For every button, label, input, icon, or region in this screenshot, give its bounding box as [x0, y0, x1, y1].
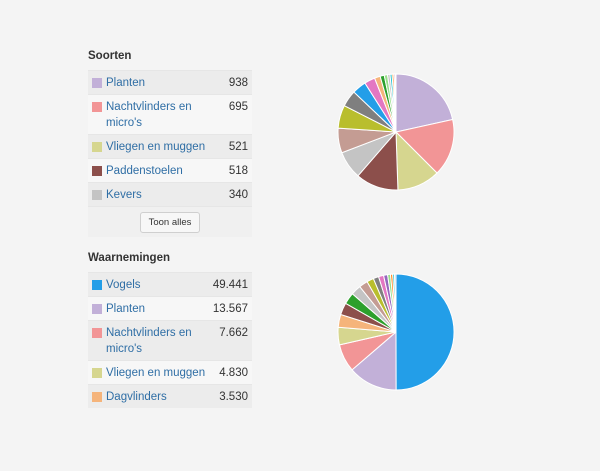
observations-title: Waarnemingen: [88, 252, 171, 264]
color-swatch: [92, 102, 102, 112]
row-count: 695: [228, 101, 248, 113]
observations-table: Vogels 49.441 Planten 13.567 Nachtvlinde…: [88, 272, 252, 408]
table-row[interactable]: Vliegen en muggen 521: [88, 134, 252, 158]
row-count: 938: [228, 77, 248, 89]
pie-slice[interactable]: [394, 273, 397, 333]
species-pie-chart: [337, 73, 455, 191]
row-count: 49.441: [212, 279, 248, 291]
row-count: 3.530: [219, 391, 248, 403]
pie-slice[interactable]: [395, 118, 455, 174]
row-count: 521: [228, 141, 248, 153]
color-swatch: [92, 166, 102, 176]
show-all-row: Toon alles: [88, 206, 252, 237]
row-count: 13.567: [212, 303, 248, 315]
pie-slice[interactable]: [395, 73, 454, 133]
color-swatch: [92, 328, 102, 338]
table-row[interactable]: Vliegen en muggen 4.830: [88, 360, 252, 384]
table-row[interactable]: Kevers 340: [88, 182, 252, 206]
table-row[interactable]: Nachtvlinders en micro's 695: [88, 94, 252, 134]
row-label[interactable]: Dagvlinders: [106, 391, 167, 403]
table-row[interactable]: Planten 938: [88, 70, 252, 94]
table-row[interactable]: Dagvlinders 3.530: [88, 384, 252, 408]
table-row[interactable]: Nachtvlinders en micro's 7.662: [88, 320, 252, 360]
color-swatch: [92, 280, 102, 290]
row-count: 518: [228, 165, 248, 177]
row-label[interactable]: Kevers: [106, 189, 142, 201]
row-count: 4.830: [219, 367, 248, 379]
row-label[interactable]: Planten: [106, 77, 146, 89]
color-swatch: [92, 142, 102, 152]
row-label[interactable]: Planten: [106, 303, 146, 315]
table-row[interactable]: Planten 13.567: [88, 296, 252, 320]
row-count: 340: [228, 189, 248, 201]
color-swatch: [92, 392, 102, 402]
row-label[interactable]: Vliegen en muggen: [106, 367, 206, 379]
color-swatch: [92, 304, 102, 314]
pie-slice[interactable]: [395, 273, 455, 391]
color-swatch: [92, 78, 102, 88]
table-row[interactable]: Paddenstoelen 518: [88, 158, 252, 182]
row-label[interactable]: Vogels: [106, 279, 141, 291]
color-swatch: [92, 190, 102, 200]
row-label[interactable]: Paddenstoelen: [106, 165, 183, 177]
table-row[interactable]: Vogels 49.441: [88, 272, 252, 296]
species-table: Planten 938 Nachtvlinders en micro's 695…: [88, 70, 252, 237]
pie-slice[interactable]: [394, 73, 397, 133]
color-swatch: [92, 368, 102, 378]
row-count: 7.662: [219, 327, 248, 339]
row-label[interactable]: Nachtvlinders en micro's: [106, 101, 192, 129]
row-label[interactable]: Nachtvlinders en micro's: [106, 327, 192, 355]
species-title: Soorten: [88, 50, 132, 62]
show-all-button[interactable]: Toon alles: [139, 211, 201, 233]
row-label[interactable]: Vliegen en muggen: [106, 141, 206, 153]
observations-pie-chart: [337, 273, 455, 391]
